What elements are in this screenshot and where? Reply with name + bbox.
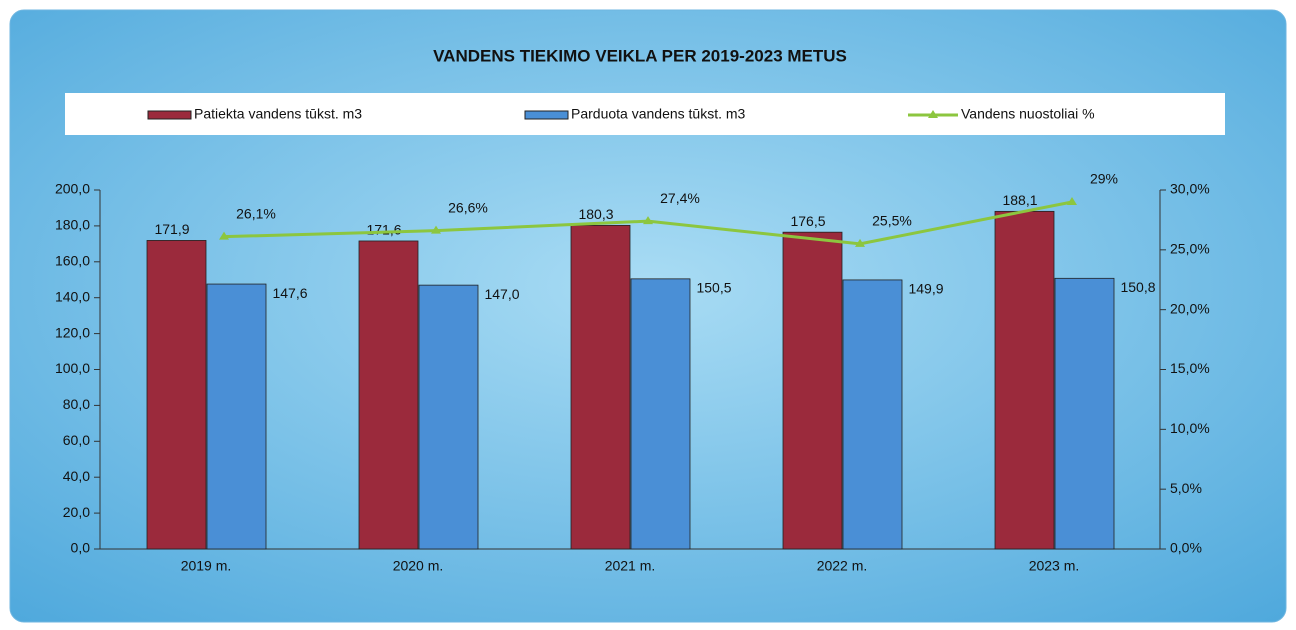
bar [994,210,1055,550]
y2-tick-label: 5,0% [1170,480,1202,496]
x-tick-label: 2022 m. [817,558,868,574]
data-label: 27,4% [660,190,700,206]
x-tick-label: 2019 m. [181,558,232,574]
y2-tick-label: 20,0% [1170,300,1210,316]
bar [358,240,419,550]
data-label: 147,6 [272,285,307,301]
y2-tick-label: 30,0% [1170,181,1210,197]
y-tick-label: 140,0 [55,288,90,304]
y-tick-label: 0,0 [71,540,91,556]
x-tick-label: 2020 m. [393,558,444,574]
y-tick-label: 180,0 [55,217,90,233]
data-label: 149,9 [908,281,943,297]
data-label: 29% [1090,171,1118,187]
data-label: 171,9 [154,221,189,237]
data-label: 26,6% [448,199,488,215]
data-label: 150,5 [696,280,731,296]
bar [842,279,903,550]
legend-swatch [147,110,192,120]
y2-tick-label: 0,0% [1170,540,1202,556]
y2-tick-label: 15,0% [1170,360,1210,376]
data-label: 26,1% [236,205,276,221]
data-label: 176,5 [790,213,825,229]
legend-swatch [524,110,569,120]
y-tick-label: 100,0 [55,360,90,376]
y-tick-label: 40,0 [63,468,90,484]
y-tick-label: 60,0 [63,432,90,448]
bar [782,231,843,550]
y2-tick-label: 10,0% [1170,420,1210,436]
data-label: 171,6 [366,222,401,238]
y2-tick-label: 25,0% [1170,241,1210,257]
y-tick-label: 80,0 [63,396,90,412]
data-label: 188,1 [1002,192,1037,208]
bar [418,284,479,550]
legend-box [65,93,1225,135]
bar [570,224,631,550]
data-label: 150,8 [1120,279,1155,295]
line-marker [643,216,653,225]
legend-marker [928,110,938,118]
x-tick-label: 2021 m. [605,558,656,574]
bar [630,278,691,550]
legend-label: Patiekta vandens tūkst. m3 [194,106,362,122]
line-marker [1067,196,1077,205]
y-tick-label: 120,0 [55,324,90,340]
legend-label: Vandens nuostoliai % [961,106,1095,122]
x-tick-label: 2023 m. [1029,558,1080,574]
bar [206,283,267,550]
data-label: 180,3 [578,206,613,222]
bar [146,240,207,550]
y-tick-label: 200,0 [55,181,90,197]
y-tick-label: 160,0 [55,253,90,269]
bar [1054,277,1115,550]
line-marker [855,238,865,247]
line-marker [219,231,229,240]
legend-label: Parduota vandens tūkst. m3 [571,106,746,122]
y-tick-label: 20,0 [63,504,90,520]
data-label: 147,0 [484,286,519,302]
line-marker [431,225,441,234]
chart-title: VANDENS TIEKIMO VEIKLA PER 2019-2023 MET… [433,46,847,65]
data-label: 25,5% [872,213,912,229]
